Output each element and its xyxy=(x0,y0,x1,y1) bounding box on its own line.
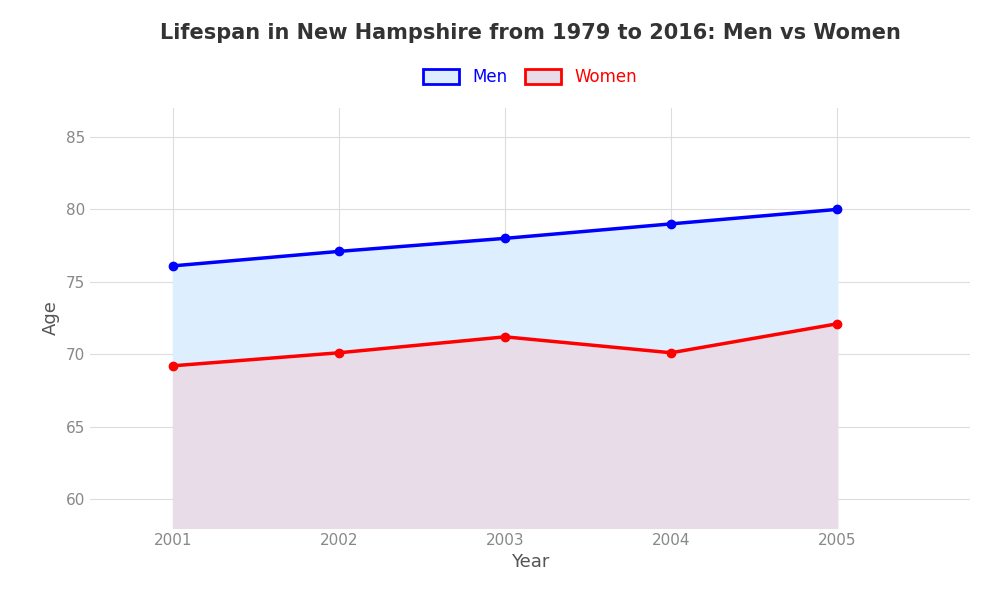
Legend: Men, Women: Men, Women xyxy=(416,62,644,93)
Title: Lifespan in New Hampshire from 1979 to 2016: Men vs Women: Lifespan in New Hampshire from 1979 to 2… xyxy=(160,23,900,43)
X-axis label: Year: Year xyxy=(511,553,549,571)
Y-axis label: Age: Age xyxy=(42,301,60,335)
